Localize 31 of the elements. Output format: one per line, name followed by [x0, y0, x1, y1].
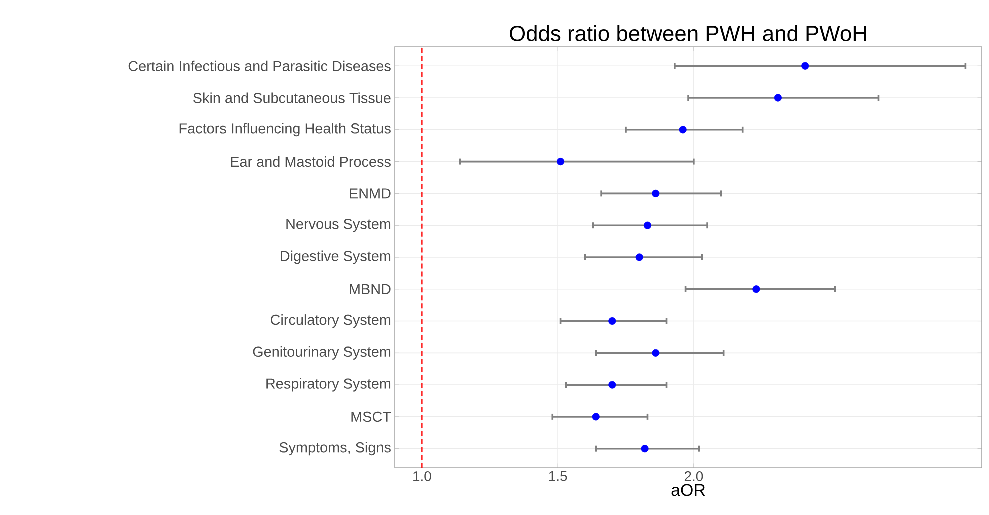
y-tick-label: Symptoms, Signs [280, 442, 391, 456]
point [641, 445, 649, 453]
point [774, 94, 782, 102]
point [644, 222, 652, 230]
point [802, 62, 810, 70]
y-tick-label: Circulatory System [271, 314, 391, 328]
y-tick-label: Digestive System [281, 250, 391, 264]
y-tick-label: MSCT [352, 412, 392, 422]
y-tick-label: Nervous System [286, 219, 391, 232]
point [556, 158, 565, 166]
x-tick-label: 1.5 [549, 472, 568, 482]
point [679, 126, 687, 134]
y-tick-label: Certain Infectious and Parasitic Diseases [128, 60, 391, 72]
x-tick-label: 1.0 [414, 471, 432, 482]
x-tick-label: 2.0 [684, 471, 704, 482]
point [652, 349, 660, 357]
point [752, 286, 760, 294]
y-tick-label: Respiratory System [266, 378, 391, 392]
point [608, 317, 616, 326]
y-tick-label: Genitourinary System [253, 346, 391, 360]
chart-title: Odds ratio between PWH and PWoH [510, 25, 866, 42]
y-tick-label: Factors Influencing Health Status [180, 123, 391, 137]
point [592, 413, 600, 421]
y-tick-label: MBND [350, 284, 391, 294]
x-axis-title: aOR [672, 484, 706, 496]
point [608, 381, 616, 389]
y-tick-label: Skin and Subcutaneous Tissue [194, 92, 391, 104]
point [636, 254, 644, 262]
point [652, 190, 660, 198]
y-tick-label: ENMD [350, 188, 391, 199]
y-tick-label: Ear and Mastoid Process [231, 156, 391, 168]
